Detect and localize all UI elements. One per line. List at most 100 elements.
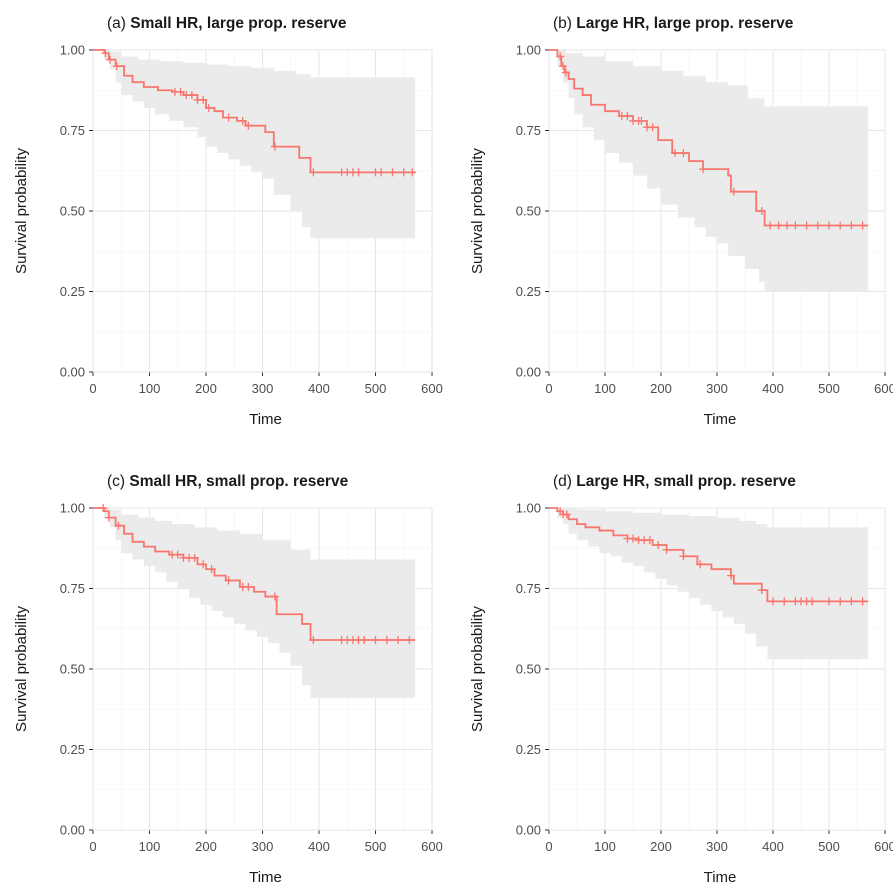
- censor-mark: [654, 541, 663, 550]
- y-axis-title: Survival probability: [13, 148, 30, 274]
- panel-title: (a) Small HR, large prop. reserve: [107, 15, 347, 32]
- censor-mark: [727, 571, 735, 580]
- panel-title-text: Small HR, large prop. reserve: [130, 15, 347, 32]
- censor-mark: [224, 576, 233, 585]
- confidence-band: [93, 50, 416, 239]
- censor-mark: [360, 636, 369, 645]
- censor-mark: [309, 168, 318, 177]
- x-tick-label: 500: [818, 839, 840, 854]
- censor-mark: [244, 582, 253, 591]
- y-axis-title: Survival probability: [469, 606, 486, 732]
- censor-mark: [699, 165, 707, 174]
- censor-mark: [371, 636, 380, 645]
- x-tick-label: 600: [874, 839, 893, 854]
- censor-mark: [199, 95, 208, 104]
- censor-mark: [847, 597, 856, 606]
- censor-mark: [112, 62, 121, 71]
- y-tick-label: 1.00: [516, 43, 541, 58]
- censor-mark: [394, 636, 403, 645]
- censor-mark: [825, 597, 833, 606]
- x-tick-label: 200: [650, 381, 672, 396]
- censor-mark: [270, 142, 279, 151]
- x-tick-label: 300: [252, 839, 274, 854]
- x-tick-label: 400: [308, 381, 330, 396]
- panel-title-text: Large HR, small prop. reserve: [576, 473, 796, 490]
- panel-c: 0 100 200 300 400 500 600 0.00 0.25 0.50 0.75 1.00 (…: [13, 473, 443, 886]
- x-tick-label: 500: [818, 381, 840, 396]
- censor-mark: [408, 168, 417, 177]
- censor-mark: [813, 221, 822, 230]
- x-tick-label: 100: [139, 839, 161, 854]
- y-axis-title: Survival probability: [469, 148, 486, 274]
- censor-mark: [561, 68, 570, 77]
- y-tick-label: 0.00: [60, 823, 85, 838]
- censor-mark: [729, 187, 738, 196]
- panel-prefix: (d): [553, 473, 576, 490]
- censor-mark: [637, 116, 646, 125]
- panel-title-text: Small HR, small prop. reserve: [129, 473, 348, 490]
- x-tick-label: 100: [594, 839, 616, 854]
- censor-mark: [696, 560, 705, 569]
- y-tick-label: 0.75: [516, 123, 541, 138]
- x-tick-label: 400: [762, 839, 784, 854]
- panel-prefix: (a): [107, 15, 130, 32]
- y-tick-label: 0.75: [60, 123, 85, 138]
- x-tick-label: 500: [365, 839, 387, 854]
- censor-mark: [679, 552, 688, 561]
- y-tick-label: 0.25: [516, 284, 541, 299]
- panel-d: 0 100 200 300 400 500 600 0.00 0.25 0.50 0.75 1.00 (…: [469, 473, 893, 886]
- x-tick-label: 200: [650, 839, 672, 854]
- censor-mark: [808, 597, 817, 606]
- x-tick-label: 0: [545, 839, 552, 854]
- censor-mark: [623, 112, 632, 121]
- censor-mark: [774, 221, 783, 230]
- censor-mark: [757, 207, 766, 215]
- y-tick-label: 0.75: [516, 581, 541, 596]
- censor-mark: [382, 636, 391, 645]
- y-tick-label: 1.00: [60, 43, 85, 58]
- censor-mark: [662, 545, 671, 554]
- y-tick-label: 0.25: [60, 284, 85, 299]
- panel-a: 0 100 200 300 400 500 600 0.00 0.25 0.50 0.75 1.00 (…: [13, 15, 443, 428]
- x-tick-label: 0: [89, 381, 96, 396]
- censor-mark: [176, 87, 185, 96]
- panel-title: (c) Small HR, small prop. reserve: [107, 473, 349, 490]
- panel-title: (d) Large HR, small prop. reserve: [553, 473, 796, 490]
- x-tick-label: 300: [706, 381, 728, 396]
- y-tick-label: 0.00: [516, 365, 541, 380]
- censor-mark: [190, 553, 199, 562]
- y-tick-label: 0.00: [60, 365, 85, 380]
- censor-mark: [238, 116, 247, 125]
- x-axis-title: Time: [704, 869, 737, 886]
- censor-mark: [187, 91, 196, 100]
- x-tick-label: 100: [594, 381, 616, 396]
- censor-mark: [388, 168, 397, 177]
- censor-mark: [791, 221, 800, 230]
- y-tick-label: 1.00: [60, 501, 85, 516]
- x-tick-label: 400: [762, 381, 784, 396]
- x-tick-label: 200: [195, 839, 217, 854]
- x-tick-label: 0: [89, 839, 96, 854]
- y-tick-label: 0.50: [516, 204, 541, 219]
- x-tick-label: 600: [874, 381, 893, 396]
- y-axis-title: Survival probability: [13, 606, 30, 732]
- censor-mark: [648, 123, 657, 132]
- x-tick-label: 300: [706, 839, 728, 854]
- censor-mark: [354, 168, 363, 177]
- censor-mark: [559, 62, 567, 71]
- panel-prefix: (c): [107, 473, 129, 490]
- x-tick-label: 300: [252, 381, 274, 396]
- panel-prefix: (b): [553, 15, 576, 32]
- x-axis-title: Time: [704, 411, 737, 428]
- censor-mark: [101, 49, 110, 58]
- x-tick-label: 0: [545, 381, 552, 396]
- censor-mark: [858, 221, 867, 230]
- censor-mark: [224, 113, 233, 122]
- censor-mark: [405, 636, 414, 645]
- censor-mark: [780, 597, 789, 606]
- x-axis-title: Time: [249, 411, 282, 428]
- censor-mark: [104, 513, 113, 522]
- censor-mark: [309, 636, 318, 645]
- y-tick-label: 0.50: [60, 204, 85, 219]
